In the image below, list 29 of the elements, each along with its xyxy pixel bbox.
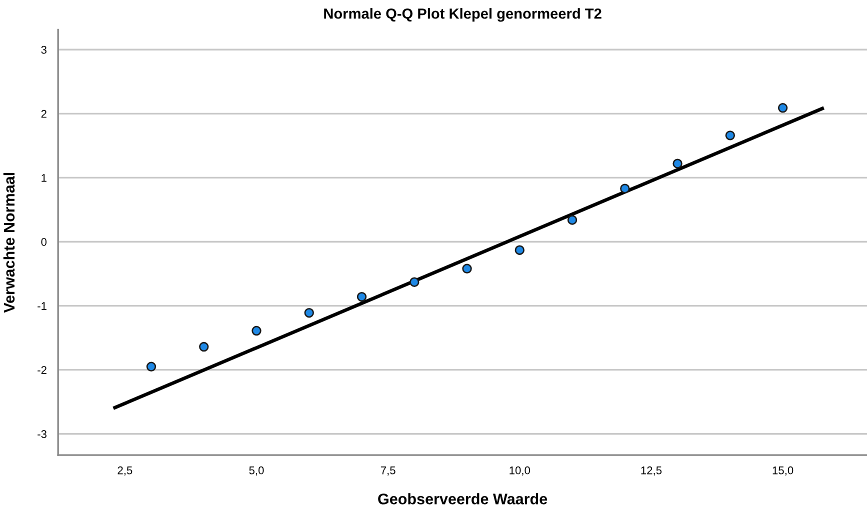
y-axis-title: Verwachte Normaal: [3, 172, 15, 313]
x-tick-label: 5,0: [249, 466, 264, 476]
x-tick-label: 7,5: [380, 466, 396, 476]
x-tick-label: 12,5: [641, 466, 662, 476]
y-tick-label: 0: [41, 238, 47, 246]
chart-title: Normale Q-Q Plot Klepel genormeerd T2: [324, 8, 602, 22]
y-tick-label: 2: [41, 110, 46, 118]
point: [304, 308, 314, 318]
point: [514, 245, 525, 255]
x-axis-title: Geobserveerde Waarde: [378, 493, 548, 504]
point: [410, 277, 420, 287]
point: [146, 362, 156, 372]
point: [725, 130, 736, 140]
y-tick-label: -3: [38, 430, 46, 438]
point: [356, 292, 367, 302]
point: [672, 158, 682, 168]
y-tick-label: -2: [38, 366, 46, 374]
point: [620, 184, 630, 194]
x-tick-label: 15,0: [772, 466, 794, 476]
x-tick-label: 2,5: [118, 466, 132, 476]
y-tick-label: 3: [41, 46, 46, 54]
y-tick-label: -1: [38, 302, 46, 310]
point: [252, 326, 262, 336]
point: [462, 264, 472, 274]
point: [778, 103, 788, 113]
y-tick-label: 1: [42, 174, 46, 182]
point: [567, 215, 578, 225]
x-tick-label: 10,0: [510, 466, 530, 476]
point: [199, 342, 209, 352]
